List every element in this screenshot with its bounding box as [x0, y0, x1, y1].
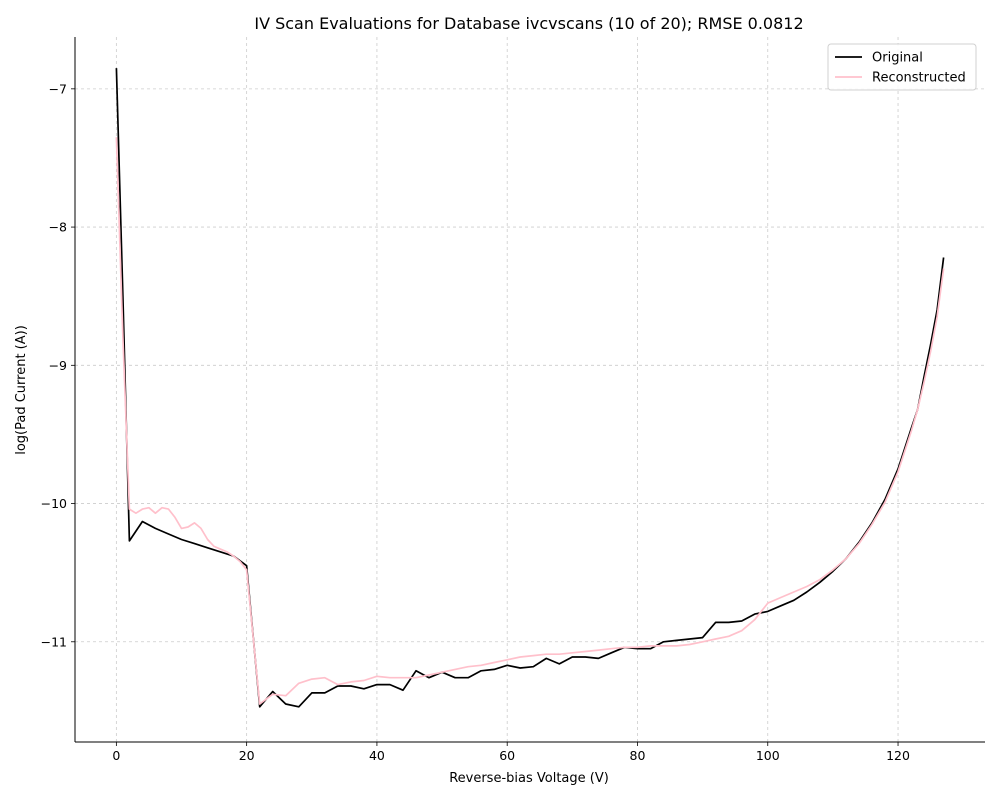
legend-label: Original	[872, 51, 923, 66]
y-tick-label: −10	[41, 496, 67, 511]
series-line-reconstructed	[115, 137, 945, 705]
tick-marks: 0 20 40 60 80 100 120 −11 −10 −9 −8 −7	[41, 81, 910, 763]
x-tick-label: 80	[630, 748, 646, 763]
series-line-original	[115, 68, 945, 708]
x-tick-label: 120	[886, 748, 910, 763]
legend: Original Reconstructed	[827, 43, 977, 91]
y-tick-label: −7	[49, 81, 67, 96]
chart-title: IV Scan Evaluations for Database ivcvsca…	[254, 14, 803, 33]
x-tick-label: 20	[239, 748, 255, 763]
legend-box	[827, 43, 977, 91]
x-tick-label: 0	[112, 748, 120, 763]
x-axis-label: Reverse-bias Voltage (V)	[449, 771, 609, 786]
y-tick-label: −11	[41, 634, 67, 649]
axes	[74, 37, 985, 743]
x-tick-label: 100	[756, 748, 780, 763]
grid-lines	[75, 37, 985, 742]
x-tick-label: 40	[369, 748, 385, 763]
series-lines	[115, 68, 945, 708]
legend-label: Reconstructed	[872, 71, 966, 86]
y-tick-label: −9	[49, 358, 67, 373]
y-axis-label: log(Pad Current (A))	[14, 325, 29, 455]
x-tick-label: 60	[499, 748, 515, 763]
y-tick-label: −8	[49, 220, 67, 235]
